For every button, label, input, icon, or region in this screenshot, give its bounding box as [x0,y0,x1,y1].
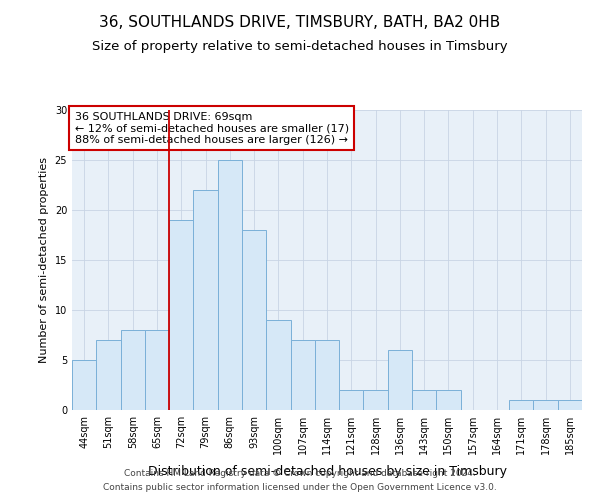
Bar [388,350,412,410]
Bar [121,330,145,410]
Bar [339,390,364,410]
Text: 36 SOUTHLANDS DRIVE: 69sqm
← 12% of semi-detached houses are smaller (17)
88% of: 36 SOUTHLANDS DRIVE: 69sqm ← 12% of semi… [74,112,349,144]
Bar [169,220,193,410]
Bar [558,400,582,410]
Bar [96,340,121,410]
Text: 36, SOUTHLANDS DRIVE, TIMSBURY, BATH, BA2 0HB: 36, SOUTHLANDS DRIVE, TIMSBURY, BATH, BA… [100,15,500,30]
Bar [145,330,169,410]
Text: Contains HM Land Registry data © Crown copyright and database right 2024.: Contains HM Land Registry data © Crown c… [124,468,476,477]
Bar [218,160,242,410]
Bar [533,400,558,410]
Bar [290,340,315,410]
Text: Contains public sector information licensed under the Open Government Licence v3: Contains public sector information licen… [103,484,497,492]
Text: Size of property relative to semi-detached houses in Timsbury: Size of property relative to semi-detach… [92,40,508,53]
Bar [412,390,436,410]
Bar [242,230,266,410]
X-axis label: Distribution of semi-detached houses by size in Timsbury: Distribution of semi-detached houses by … [148,466,506,478]
Y-axis label: Number of semi-detached properties: Number of semi-detached properties [39,157,49,363]
Bar [509,400,533,410]
Bar [315,340,339,410]
Bar [266,320,290,410]
Bar [72,360,96,410]
Bar [436,390,461,410]
Bar [364,390,388,410]
Bar [193,190,218,410]
